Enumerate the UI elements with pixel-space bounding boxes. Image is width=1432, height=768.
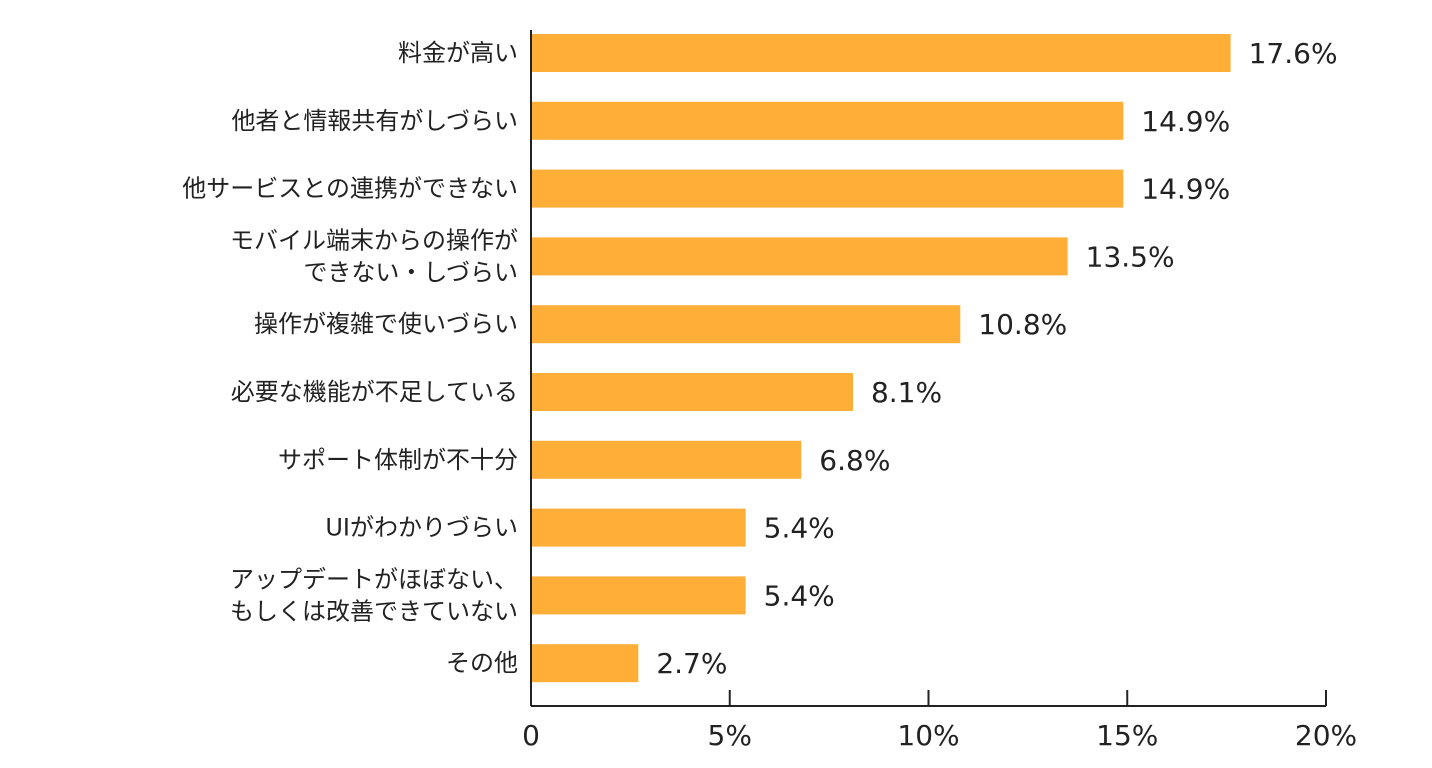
category-label-4: 操作が複雑で使いづらい [254, 310, 518, 338]
x-tick-label-4: 20% [1295, 719, 1357, 752]
bar-5 [531, 373, 853, 411]
bar-2 [531, 169, 1124, 208]
value-label-2: 14.9% [1141, 173, 1230, 206]
value-label-1: 14.9% [1141, 105, 1230, 138]
category-label-7: UIがわかりづらい [325, 514, 518, 542]
category-label-8-line-1: もしくは改善できていない [230, 597, 518, 625]
value-label-3: 13.5% [1086, 240, 1175, 273]
category-label-2: 他サービスとの連携ができない [182, 175, 518, 203]
category-label-8-line-0: アップデートがほぼない、 [230, 565, 518, 593]
value-label-0: 17.6% [1249, 37, 1338, 70]
category-label-9: その他 [446, 649, 518, 677]
x-tick-label-3: 15% [1096, 719, 1158, 752]
bar-9 [531, 644, 639, 683]
category-label-1: 他者と情報共有がしづらい [231, 107, 518, 135]
bar-1 [531, 101, 1124, 140]
value-label-7: 5.4% [764, 512, 835, 545]
value-label-8: 5.4% [764, 579, 835, 612]
bar-6 [531, 440, 802, 479]
category-label-3-line-1: できない・しづらい [303, 258, 518, 286]
value-label-9: 2.7% [656, 647, 727, 680]
value-label-5: 8.1% [871, 376, 942, 409]
category-label-6: サポート体制が不十分 [278, 446, 518, 474]
bar-4 [531, 305, 961, 344]
x-tick-label-0: 0 [522, 719, 540, 752]
bar-0 [531, 34, 1231, 72]
bar-3 [531, 237, 1068, 276]
value-label-6: 6.8% [819, 444, 890, 477]
x-tick-label-2: 10% [897, 719, 959, 752]
category-label-0: 料金が高い [398, 39, 518, 67]
bar-7 [531, 508, 746, 547]
x-tick-label-1: 5% [708, 719, 752, 752]
bar-8 [531, 576, 746, 615]
value-label-4: 10.8% [978, 308, 1067, 341]
category-label-3-line-0: モバイル端末からの操作が [230, 226, 518, 254]
category-label-5: 必要な機能が不足している [231, 378, 518, 406]
